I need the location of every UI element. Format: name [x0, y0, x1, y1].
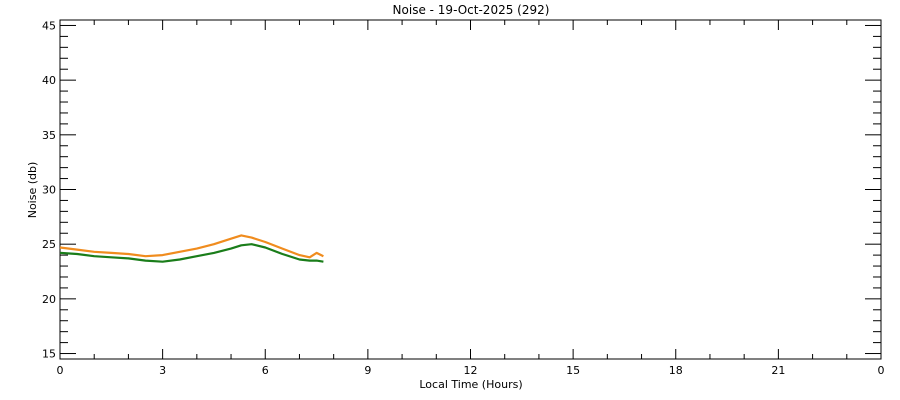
x-tick-label: 0	[878, 364, 885, 377]
y-axis-label: Noise (db)	[26, 162, 39, 219]
series-line-1	[59, 234, 324, 259]
series-line-2	[59, 243, 324, 263]
y-tick-label: 45	[42, 19, 56, 32]
x-tick-label: 15	[566, 364, 580, 377]
axis-ticks	[59, 20, 882, 359]
x-tick-labels: 0 3 6 9 12 15 18 21 0	[57, 364, 885, 377]
y-tick-label: 40	[42, 74, 56, 87]
x-tick-label: 9	[364, 364, 371, 377]
chart-title: Noise - 19-Oct-2025 (292)	[393, 3, 550, 17]
x-tick-label: 0	[57, 364, 64, 377]
plot-frame	[59, 19, 882, 360]
y-tick-label: 15	[42, 348, 56, 361]
x-tick-label: 6	[262, 364, 269, 377]
x-tick-label: 21	[771, 364, 785, 377]
y-tick-labels: 15 20 25 30 35 40 45	[42, 19, 56, 360]
y-tick-label: 25	[42, 238, 56, 251]
x-tick-label: 12	[464, 364, 478, 377]
y-tick-label: 20	[42, 293, 56, 306]
x-tick-label: 3	[159, 364, 166, 377]
series-group	[59, 234, 324, 263]
y-tick-label: 35	[42, 129, 56, 142]
y-tick-label: 30	[42, 184, 56, 197]
x-tick-label: 18	[669, 364, 683, 377]
x-axis-label: Local Time (Hours)	[419, 378, 522, 391]
